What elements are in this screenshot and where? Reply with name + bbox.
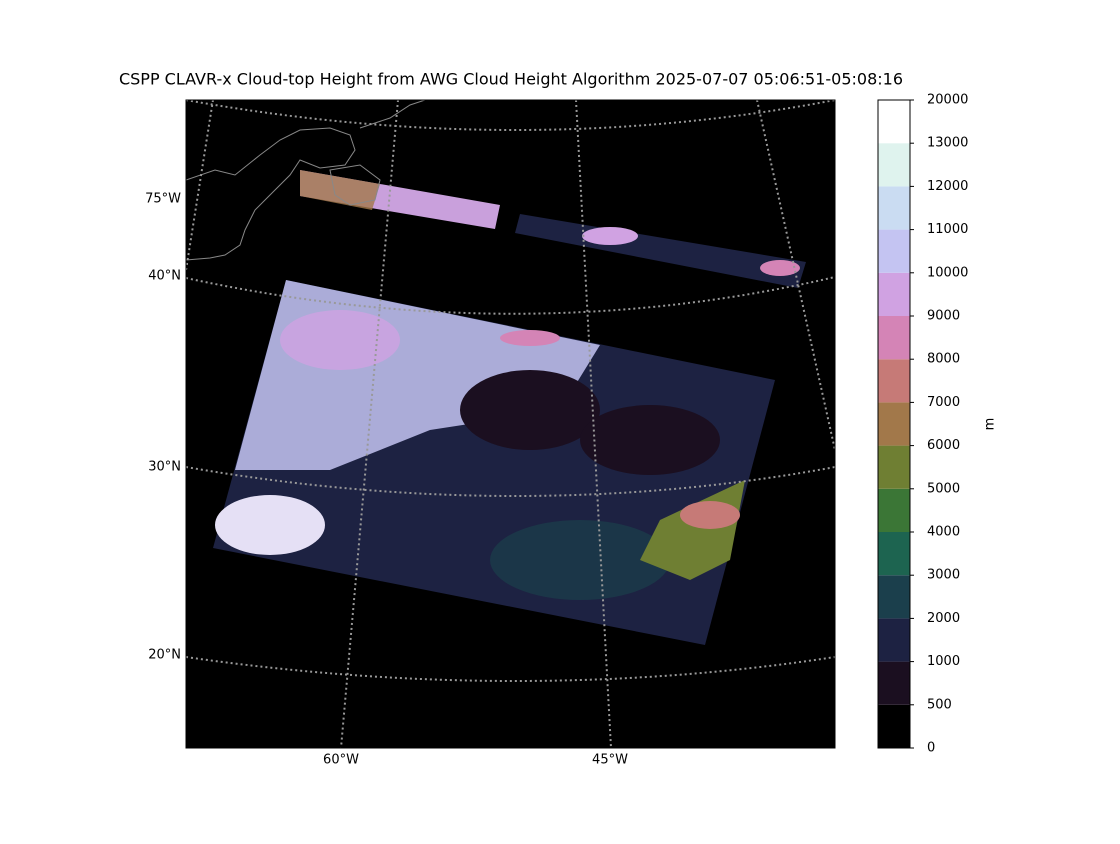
colorbar-tick-label: 0 [927, 741, 935, 756]
colorbar-tick-label: 2000 [927, 611, 960, 626]
colorbar-tick-label: 500 [927, 697, 952, 712]
colorbar-bin [878, 661, 910, 705]
lon-label: 45°W [592, 753, 628, 768]
colorbar-tick-label: 5000 [927, 481, 960, 496]
colorbar-bin [878, 186, 910, 230]
colorbar-bin [878, 100, 910, 144]
colorbar-bin [878, 359, 910, 403]
graticule [186, 100, 214, 271]
colorbar-bin [878, 704, 910, 748]
title: CSPP CLAVR-x Cloud-top Height from AWG C… [119, 70, 903, 89]
colorbar-tick-label: 6000 [927, 438, 960, 453]
low-cloud-patch [490, 520, 670, 600]
clear-patch [460, 370, 600, 450]
graticule [340, 100, 399, 748]
colorbar-bin [878, 272, 910, 316]
colorbar-tick-label: 11000 [927, 222, 968, 237]
colorbar-bin [878, 575, 910, 619]
lat-label: 30°N [148, 460, 181, 475]
colorbar-frame [877, 99, 911, 749]
graticule [186, 276, 835, 315]
map-frame [185, 99, 836, 749]
coastline [329, 164, 381, 206]
cloud-patch [500, 330, 560, 346]
colorbar-tick-label: 9000 [927, 309, 960, 324]
lat-label: 40°N [148, 269, 181, 284]
graticule [186, 656, 835, 682]
graticule [186, 100, 835, 131]
lon-label: 60°W [323, 753, 359, 768]
colorbar-tick-label: 4000 [927, 525, 960, 540]
colorbar-bin [878, 488, 910, 532]
graticule [186, 466, 835, 497]
colorbar-bin [878, 445, 910, 489]
cloud-patch [280, 310, 400, 370]
colorbar-bin [878, 618, 910, 662]
lon-label: 75°W [145, 192, 181, 207]
cloud-patch [215, 495, 325, 555]
colorbar-tick-label: 12000 [927, 179, 968, 194]
lat-label: 20°N [148, 648, 181, 663]
colorbar-tick-label: 8000 [927, 352, 960, 367]
colorbar-bin [878, 532, 910, 576]
colorbar-bin [878, 143, 910, 187]
clear-patch [580, 405, 720, 475]
colorbar-label: m [983, 418, 998, 431]
colorbar-bin [878, 316, 910, 360]
coastline [359, 100, 426, 129]
cloud-patch [680, 501, 740, 529]
colorbar-tick-label: 10000 [927, 265, 968, 280]
colorbar-bin [878, 229, 910, 273]
cloud-patch [760, 260, 800, 276]
colorbar-tick-label: 7000 [927, 395, 960, 410]
cloud-patch [582, 227, 638, 245]
colorbar-tick-label: 1000 [927, 654, 960, 669]
colorbar-tick-label: 20000 [927, 93, 968, 108]
map-content [186, 100, 835, 748]
colorbar-tick-label: 3000 [927, 568, 960, 583]
coastline [186, 127, 356, 261]
colorbar-tick-label: 13000 [927, 136, 968, 151]
colorbar-bin [878, 402, 910, 446]
swath-patch [300, 170, 380, 210]
graticule [575, 100, 612, 748]
